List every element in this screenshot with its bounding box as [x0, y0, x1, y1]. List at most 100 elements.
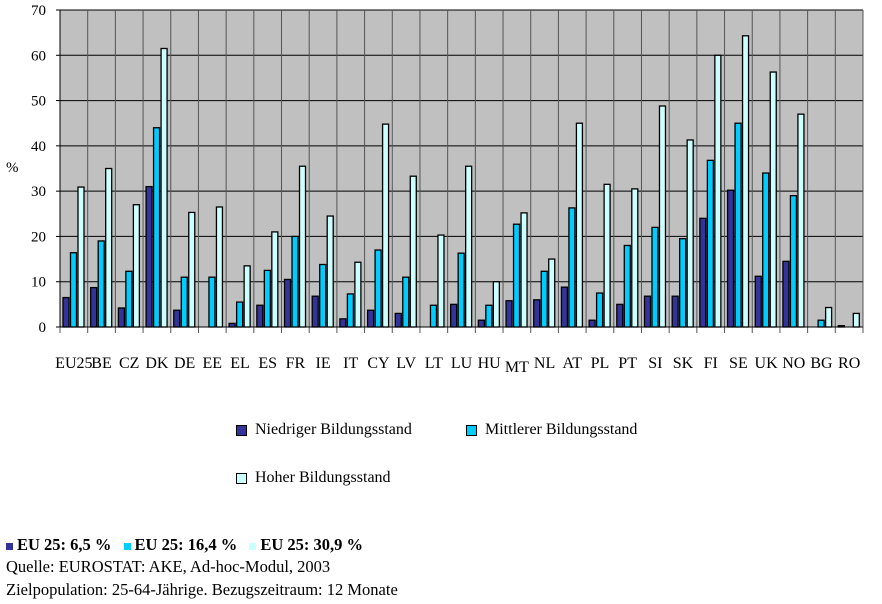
bar-PL-0 [588, 319, 596, 328]
bar-EU25-0 [62, 296, 70, 328]
bar-FR-2 [298, 165, 307, 328]
bar-SI-0 [643, 295, 652, 328]
x-tick-label: UK [755, 355, 779, 372]
legend-label-mid: Mittlerer Bildungsstand [485, 421, 638, 438]
legend-swatch-mid [466, 424, 477, 436]
bar-ES-1 [263, 269, 271, 328]
legend-label-high: Hoher Bildungsstand [255, 469, 391, 486]
bar-UK-1 [762, 172, 770, 328]
bar-PL-1 [595, 292, 604, 328]
legend-swatch-low [236, 424, 247, 436]
eu-averages: EU 25: 6,5 % EU 25: 16,4 % EU 25: 30,9 % [6, 535, 363, 555]
x-tick-label: DK [145, 355, 169, 372]
legend-item-high: Hoher Bildungsstand [236, 469, 391, 487]
legend-item-mid: Mittlerer Bildungsstand [466, 421, 637, 439]
bar-NL-2 [548, 258, 556, 328]
bar-BE-1 [97, 240, 105, 328]
bar-MT-2 [520, 212, 528, 328]
bar-LU-2 [465, 165, 473, 328]
bar-IT-0 [339, 318, 347, 328]
eu-low-marker [6, 543, 13, 550]
y-tick-label: 70 [31, 3, 46, 19]
x-tick-label: ES [258, 355, 277, 372]
bar-BG-2 [824, 306, 833, 328]
bar-RO-2 [852, 312, 860, 328]
eu-mid-marker [123, 543, 131, 550]
x-tick-label: LU [451, 355, 473, 372]
eu-high-value: EU 25: 30,9 % [260, 535, 364, 554]
bar-DK-2 [160, 47, 168, 328]
bar-NL-1 [540, 270, 548, 328]
bar-NL-0 [533, 299, 541, 328]
bar-SK-0 [671, 295, 679, 328]
x-tick-label: BE [91, 355, 111, 372]
x-tick-label: LV [396, 355, 416, 372]
eu-low-value: EU 25: 6,5 % [17, 535, 112, 554]
bar-IE-2 [326, 215, 334, 328]
x-tick-label: EL [230, 355, 250, 372]
bar-PT-1 [623, 244, 631, 328]
bar-UK-0 [754, 275, 762, 328]
x-tick-label: CY [367, 355, 390, 372]
y-tick-label: 0 [39, 320, 47, 336]
bar-ES-2 [271, 231, 279, 328]
bar-EE-1 [208, 276, 216, 328]
bar-MT-0 [505, 300, 513, 328]
bar-SI-2 [658, 105, 667, 328]
bar-LV-0 [394, 312, 402, 328]
eu-high-marker [249, 543, 257, 550]
x-tick-label: BG [810, 355, 833, 372]
legend-label-low: Niedriger Bildungsstand [255, 421, 412, 438]
x-tick-label: RO [838, 355, 860, 372]
bar-DK-1 [152, 127, 161, 328]
bar-EL-2 [243, 265, 251, 328]
bar-CZ-1 [125, 270, 133, 328]
bar-SK-2 [686, 139, 694, 328]
bar-CY-1 [374, 249, 382, 328]
bar-HU-2 [492, 281, 500, 328]
x-tick-label: MT [505, 359, 529, 376]
population-note: Zielpopulation: 25-64-Jährige. Bezugszei… [6, 580, 398, 599]
y-tick-label: 60 [31, 48, 46, 64]
x-tick-label: IT [343, 355, 358, 372]
bar-LU-1 [457, 252, 465, 328]
x-tick-label: FI [704, 355, 718, 372]
bar-EE-2 [215, 206, 224, 328]
x-tick-label: AT [562, 355, 582, 372]
bar-LV-2 [409, 175, 417, 328]
y-tick-label: 20 [31, 229, 46, 245]
bar-SE-1 [734, 122, 742, 328]
y-tick-label: 50 [31, 94, 46, 110]
bar-LT-1 [429, 304, 438, 328]
bar-FR-0 [283, 278, 292, 328]
bar-EU25-2 [77, 186, 85, 328]
x-tick-label: FR [286, 355, 306, 372]
bar-CY-0 [366, 309, 375, 328]
source-note: Quelle: EUROSTAT: AKE, Ad-hoc-Modul, 200… [6, 557, 331, 576]
x-tick-label: CZ [119, 355, 139, 372]
bar-BE-0 [90, 286, 98, 328]
x-tick-label: DE [174, 355, 195, 372]
y-tick-label: 10 [31, 275, 46, 291]
x-tick-label: PL [591, 355, 610, 372]
bar-LT-2 [437, 234, 445, 328]
bar-MT-1 [512, 223, 521, 328]
bar-SK-1 [679, 238, 687, 328]
bar-DE-1 [180, 276, 188, 328]
bar-ES-0 [256, 304, 264, 328]
bar-FR-1 [291, 235, 299, 328]
bar-NO-0 [782, 260, 790, 328]
bar-SI-1 [651, 226, 659, 328]
bar-DE-0 [173, 309, 181, 328]
bar-SE-2 [741, 35, 750, 328]
bar-AT-1 [568, 207, 576, 328]
bar-EL-1 [235, 301, 244, 328]
x-tick-label: IE [315, 355, 330, 372]
bar-CZ-0 [117, 307, 126, 328]
bar-EL-0 [228, 322, 236, 328]
bar-HU-0 [477, 319, 485, 328]
bar-NO-2 [797, 113, 805, 328]
bar-AT-2 [575, 122, 584, 328]
bar-CZ-2 [132, 204, 141, 328]
